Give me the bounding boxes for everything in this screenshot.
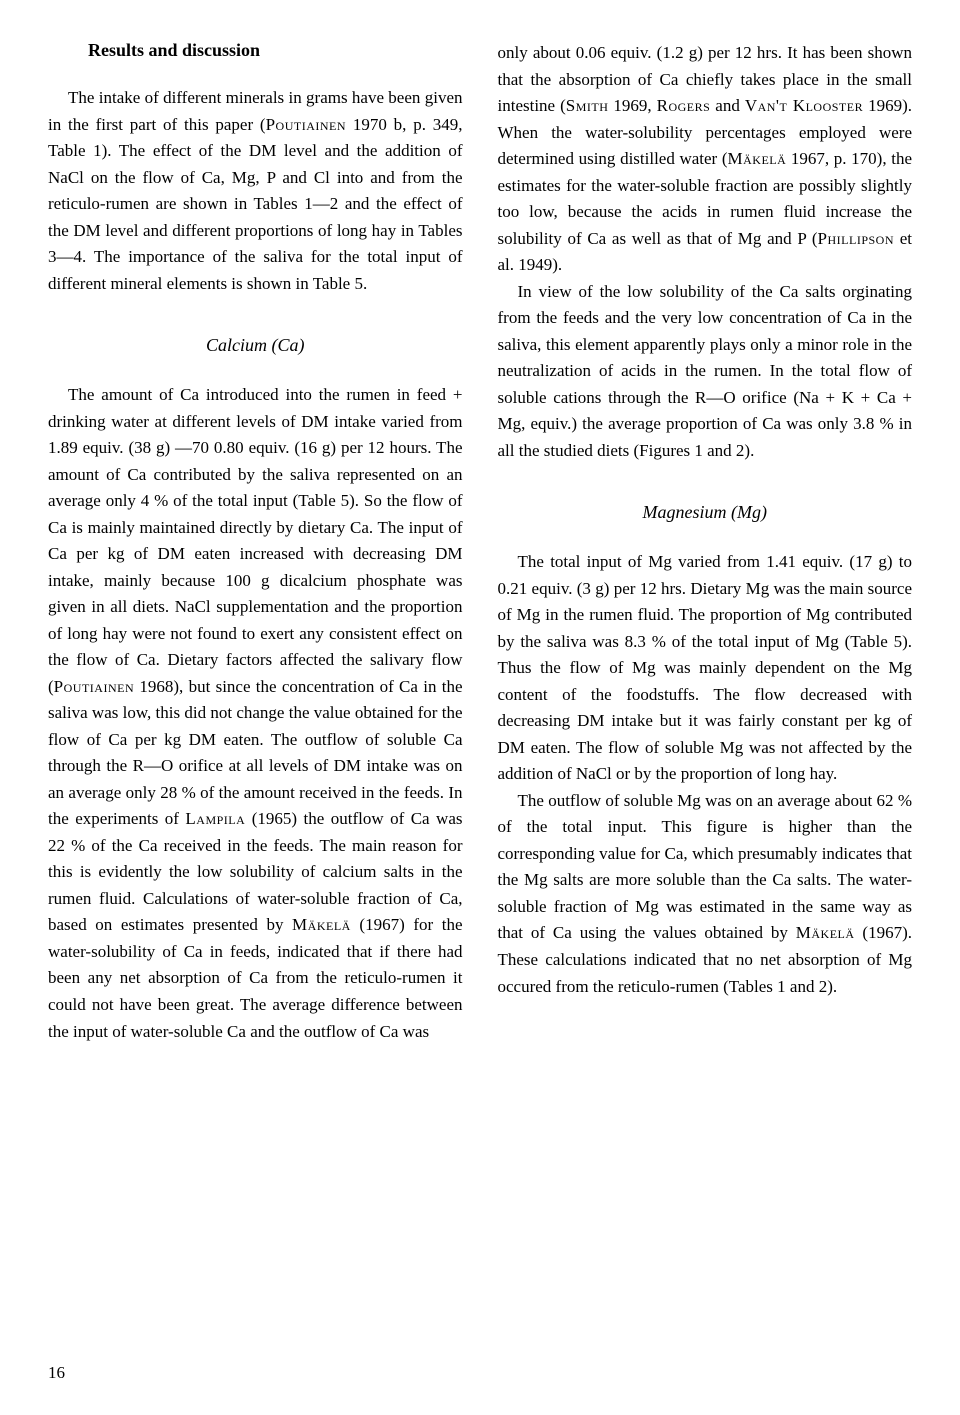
calcium-para-2: only about 0.06 equiv. (1.2 g) per 12 hr… <box>498 40 913 279</box>
page-number: 16 <box>48 1363 65 1383</box>
calcium-para-1: The amount of Ca introduced into the rum… <box>48 382 463 1045</box>
section-heading: Results and discussion <box>48 40 463 61</box>
intro-paragraph: The intake of different minerals in gram… <box>48 85 463 297</box>
magnesium-heading: Magnesium (Mg) <box>498 502 913 523</box>
magnesium-para-2: The outflow of soluble Mg was on an aver… <box>498 788 913 1000</box>
calcium-heading: Calcium (Ca) <box>48 335 463 356</box>
magnesium-para-1: The total input of Mg varied from 1.41 e… <box>498 549 913 788</box>
calcium-para-3: In view of the low solubility of the Ca … <box>498 279 913 465</box>
